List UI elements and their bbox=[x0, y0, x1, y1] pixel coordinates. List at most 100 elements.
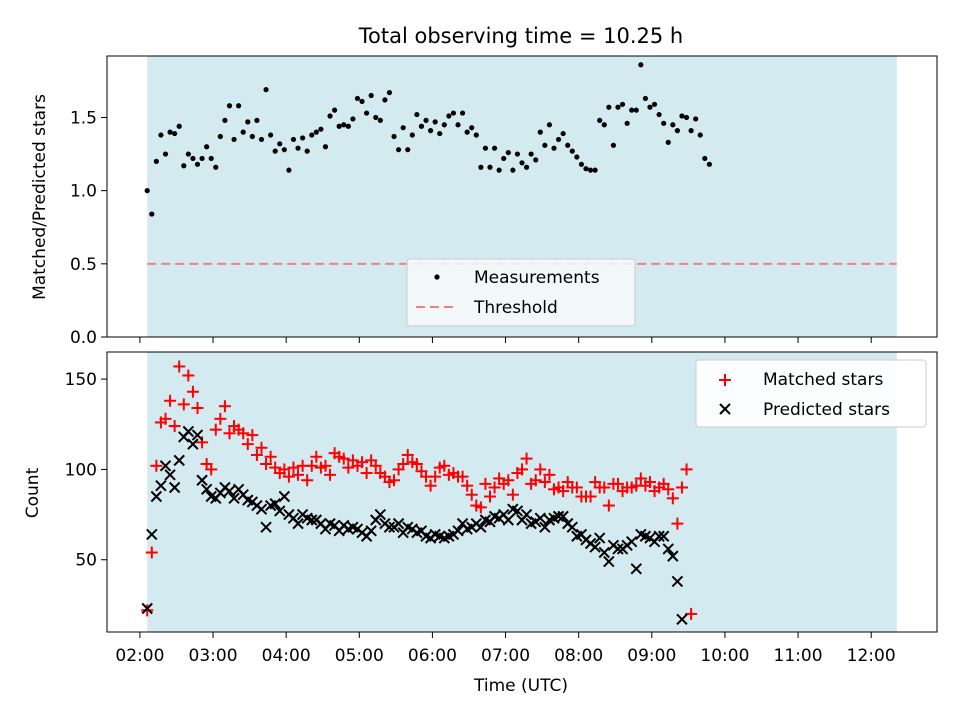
measurement-point bbox=[176, 123, 182, 129]
measurement-point bbox=[204, 144, 210, 150]
matched-star-point bbox=[488, 481, 501, 494]
measurement-point bbox=[364, 110, 370, 116]
y-tick-label: 0.0 bbox=[70, 328, 97, 348]
predicted-star-point bbox=[671, 575, 684, 588]
measurement-point bbox=[162, 151, 169, 157]
measurement-point bbox=[501, 155, 507, 162]
matched-star-point bbox=[177, 398, 190, 411]
y-tick-label: 1.5 bbox=[70, 108, 97, 128]
legend-measurements-marker bbox=[434, 274, 440, 280]
matched-star-point bbox=[191, 402, 204, 414]
measurement-point bbox=[656, 111, 662, 118]
predicted-star-point bbox=[200, 483, 213, 495]
predicted-star-point bbox=[534, 512, 546, 524]
matched-star-point bbox=[671, 517, 684, 530]
matched-star-point bbox=[255, 441, 268, 454]
measurement-point bbox=[697, 132, 703, 138]
predicted-star-point bbox=[625, 535, 638, 548]
x-axis-time: 02:00 03:00 04:00 05:00 06:00 07:00 08:00 09:00… bbox=[115, 632, 896, 666]
measurement-point bbox=[172, 130, 178, 137]
matched-star-point bbox=[292, 468, 305, 481]
measurement-point bbox=[190, 155, 196, 162]
measurement-point bbox=[446, 113, 452, 119]
measurement-point bbox=[231, 136, 237, 143]
legend-counts-box bbox=[695, 359, 927, 428]
matched-star-point bbox=[305, 459, 318, 472]
matched-star-point bbox=[168, 420, 181, 433]
predicted-star-point bbox=[159, 460, 172, 472]
measurement-point bbox=[405, 147, 411, 153]
y-tick-label: 0.5 bbox=[70, 255, 97, 275]
measurement-point bbox=[249, 133, 255, 140]
matched-star-point bbox=[150, 459, 163, 472]
measurement-point bbox=[555, 136, 562, 143]
matched-star-point bbox=[529, 474, 542, 487]
matched-star-point bbox=[506, 488, 519, 501]
measurement-point bbox=[459, 110, 466, 116]
legend-ratio: Measurements Threshold bbox=[406, 258, 636, 327]
predicted-star-point bbox=[593, 532, 606, 544]
measurement-point bbox=[181, 163, 187, 169]
measurement-point bbox=[642, 95, 649, 102]
measurement-point bbox=[533, 157, 539, 163]
predicted-star-point bbox=[196, 474, 208, 486]
measurements-series bbox=[144, 62, 712, 217]
legend-counts: Matched stars Predicted stars bbox=[695, 359, 927, 428]
matched-star-point bbox=[209, 423, 222, 436]
measurement-point bbox=[450, 110, 457, 116]
matched-star-point bbox=[634, 472, 647, 485]
measurement-point bbox=[633, 107, 639, 113]
measurement-point bbox=[651, 101, 658, 107]
matched-star-point bbox=[287, 461, 300, 474]
predicted-star-point bbox=[223, 485, 236, 497]
measurement-point bbox=[597, 117, 603, 123]
measurement-point bbox=[478, 164, 484, 170]
predicted-star-point bbox=[392, 517, 405, 530]
measurement-point bbox=[167, 129, 173, 135]
predicted-star-point bbox=[566, 521, 578, 533]
measurement-point bbox=[510, 167, 516, 173]
matched-star-point bbox=[584, 490, 597, 503]
measurement-point bbox=[386, 89, 393, 96]
matched-star-point bbox=[662, 483, 675, 496]
matched-star-point bbox=[223, 427, 236, 440]
matched-star-point bbox=[164, 394, 177, 407]
measurement-point bbox=[254, 117, 260, 123]
measurement-point bbox=[560, 130, 566, 137]
predicted-star-point bbox=[191, 429, 204, 441]
matched-star-point bbox=[602, 499, 615, 512]
predicted-star-point bbox=[552, 510, 565, 523]
measurement-point bbox=[418, 123, 425, 129]
measurement-point bbox=[322, 144, 329, 150]
ylabel-ratio: Matched/Predicted stars bbox=[30, 94, 50, 300]
measurement-point bbox=[341, 122, 347, 128]
measurement-point bbox=[199, 155, 205, 162]
measurement-point bbox=[592, 167, 598, 173]
matched-star-point bbox=[438, 459, 451, 472]
predicted-star-point bbox=[141, 602, 153, 615]
matched-star-point bbox=[282, 470, 295, 483]
measurement-point bbox=[373, 114, 379, 121]
measurement-point bbox=[670, 122, 676, 128]
predicted-star-point bbox=[603, 555, 615, 568]
matched-star-point bbox=[685, 607, 698, 620]
predicted-star-point bbox=[365, 525, 377, 537]
measurement-point bbox=[144, 188, 150, 194]
measurement-point bbox=[647, 104, 653, 110]
matched-star-point bbox=[516, 463, 528, 476]
y-tick-label: 1.0 bbox=[70, 182, 97, 202]
measurement-point bbox=[610, 142, 617, 148]
matched-star-point bbox=[680, 463, 693, 476]
measurement-point bbox=[354, 95, 361, 102]
predicted-star-point bbox=[164, 469, 176, 481]
measurement-point bbox=[615, 104, 621, 110]
measurement-point bbox=[245, 119, 251, 125]
legend-measurements-label: Measurements bbox=[474, 268, 600, 288]
matched-star-point bbox=[534, 463, 547, 476]
x-tick-label: 04:00 bbox=[262, 646, 311, 666]
predicted-star-point bbox=[653, 530, 665, 542]
measurement-point bbox=[286, 167, 292, 173]
matched-star-point bbox=[388, 474, 401, 487]
y-axis-counts: 50 100 150 bbox=[65, 370, 107, 571]
